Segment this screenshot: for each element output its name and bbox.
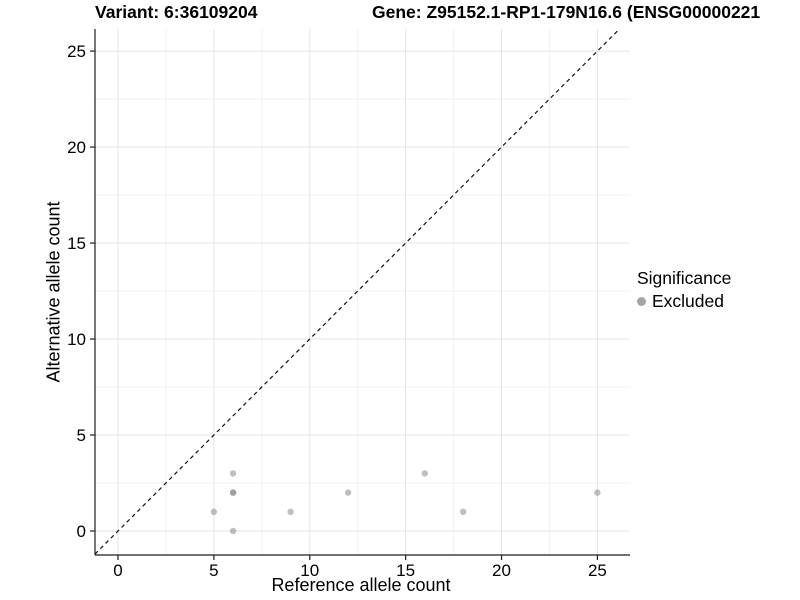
legend-point-icon — [637, 297, 646, 306]
y-axis-title: Alternative allele count — [43, 201, 64, 383]
y-tick-label: 0 — [77, 522, 86, 541]
legend-title: Significance — [637, 268, 732, 288]
x-tick-label: 0 — [113, 561, 122, 580]
scatter-point — [459, 508, 467, 516]
y-tick-label: 15 — [67, 234, 86, 253]
identity-line — [94, 28, 620, 555]
legend: Significance Excluded — [637, 268, 731, 312]
y-tick-label: 5 — [77, 426, 86, 445]
x-tick-label: 5 — [209, 561, 218, 580]
scatter-point — [594, 489, 601, 496]
legend-item-label: Excluded — [652, 291, 724, 311]
x-tick-label: 15 — [396, 561, 415, 580]
plot-title-gene: Gene: Z95152.1-RP1-179N16.6 (ENSG0000022… — [372, 2, 761, 22]
scatter-point — [344, 489, 352, 496]
legend-item-excluded: Excluded — [637, 291, 731, 312]
scatter-point — [229, 527, 237, 535]
y-tick-label: 20 — [67, 138, 86, 157]
x-tick-label: 20 — [492, 561, 511, 580]
y-tick-label: 10 — [67, 330, 86, 349]
x-tick-label: 25 — [588, 561, 607, 580]
x-tick-label: 10 — [300, 561, 319, 580]
scatter-point — [210, 508, 218, 516]
scatter-point — [229, 489, 237, 496]
y-tick-label: 25 — [67, 42, 86, 61]
scatter-point — [287, 508, 294, 516]
scatter-point — [229, 470, 237, 477]
scatter-point — [421, 470, 429, 477]
x-axis-title: Reference allele count — [271, 575, 451, 595]
plot-title-variant: Variant: 6:36109204 — [95, 2, 258, 22]
